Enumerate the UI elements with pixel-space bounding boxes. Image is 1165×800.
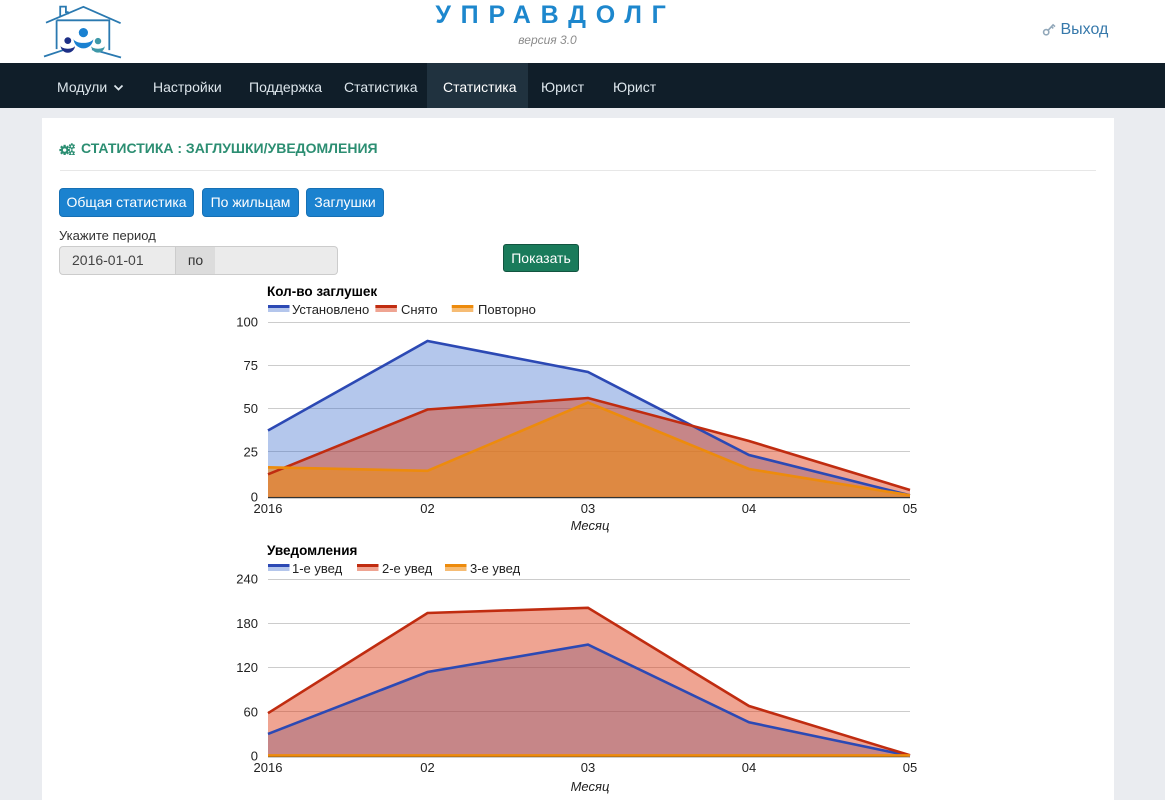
svg-text:75: 75 (244, 358, 258, 373)
svg-text:Месяц: Месяц (571, 518, 610, 533)
svg-text:03: 03 (581, 501, 595, 516)
svg-text:240: 240 (236, 572, 258, 587)
svg-text:100: 100 (236, 315, 258, 330)
svg-text:50: 50 (244, 401, 258, 416)
svg-text:2-е увед: 2-е увед (382, 561, 433, 576)
svg-text:Снято: Снято (401, 302, 438, 317)
svg-text:Установлено: Установлено (292, 302, 369, 317)
svg-text:02: 02 (420, 501, 434, 516)
svg-text:180: 180 (236, 616, 258, 631)
svg-text:0: 0 (251, 749, 258, 764)
svg-text:Кол-во заглушек: Кол-во заглушек (267, 284, 377, 299)
svg-text:04: 04 (742, 501, 756, 516)
svg-text:3-е увед: 3-е увед (470, 561, 521, 576)
svg-text:120: 120 (236, 660, 258, 675)
svg-text:02: 02 (420, 760, 434, 775)
svg-text:05: 05 (903, 760, 917, 775)
svg-text:60: 60 (244, 704, 258, 719)
svg-text:0: 0 (251, 490, 258, 505)
svg-text:2016: 2016 (254, 760, 283, 775)
svg-text:1-е увед: 1-е увед (292, 561, 343, 576)
svg-text:Уведомления: Уведомления (267, 543, 357, 558)
svg-text:05: 05 (903, 501, 917, 516)
svg-text:Месяц: Месяц (571, 779, 610, 794)
svg-text:03: 03 (581, 760, 595, 775)
svg-text:2016: 2016 (254, 501, 283, 516)
svg-text:25: 25 (244, 444, 258, 459)
svg-text:Повторно: Повторно (478, 302, 536, 317)
svg-text:04: 04 (742, 760, 756, 775)
